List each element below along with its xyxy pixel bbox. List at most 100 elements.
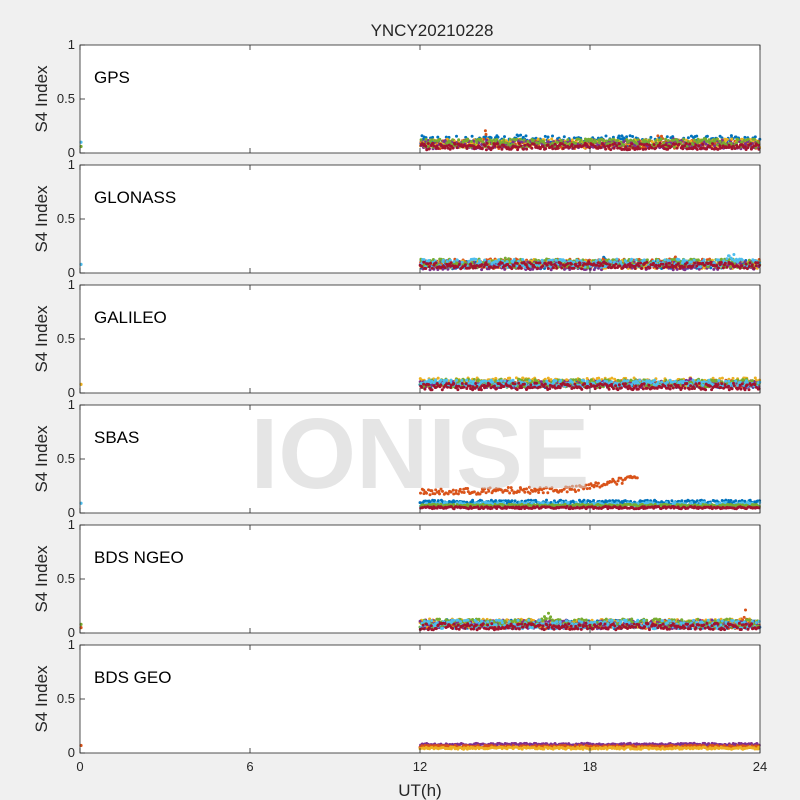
data-point [554, 379, 558, 383]
data-point [480, 147, 484, 151]
data-point [729, 142, 733, 145]
data-point [571, 146, 575, 150]
data-point [533, 265, 537, 269]
data-point [451, 146, 455, 150]
data-point [472, 144, 476, 148]
data-point [451, 138, 455, 142]
data-point [419, 138, 423, 142]
data-point [601, 264, 605, 268]
data-point [471, 380, 475, 384]
data-point [487, 259, 491, 263]
data-point [559, 261, 562, 265]
data-point [560, 266, 564, 270]
data-point [618, 264, 622, 268]
data-point [713, 144, 716, 148]
data-point [561, 147, 565, 150]
data-point [508, 137, 512, 141]
data-point [559, 379, 563, 382]
data-point [441, 258, 445, 262]
data-point [743, 135, 747, 139]
data-point [578, 140, 582, 144]
data-point [426, 262, 430, 266]
data-point [516, 148, 520, 152]
data-point [505, 260, 509, 264]
data-point [541, 264, 545, 268]
data-point [662, 147, 666, 151]
data-point [696, 258, 700, 262]
data-point [661, 262, 665, 266]
data-point [686, 136, 690, 140]
data-point [445, 260, 449, 263]
data-point [636, 262, 640, 265]
data-point [568, 146, 572, 149]
data-point [652, 143, 656, 147]
data-point [514, 145, 518, 149]
data-point [665, 135, 669, 139]
data-point [728, 265, 732, 269]
data-point [508, 143, 512, 147]
data-point [605, 262, 609, 266]
data-point [536, 267, 540, 270]
data-point [559, 139, 563, 142]
data-point [614, 262, 618, 266]
data-point [499, 379, 503, 383]
y-tick-label: 0.5 [57, 91, 75, 106]
data-point [534, 258, 538, 262]
data-point [556, 146, 560, 150]
data-point [691, 264, 695, 268]
data-point [420, 265, 424, 268]
data-point [616, 146, 620, 150]
data-point [560, 142, 564, 146]
data-point [554, 264, 558, 268]
data-point [608, 143, 612, 147]
data-point [492, 142, 496, 146]
data-point [689, 260, 693, 264]
data-point [546, 140, 550, 144]
data-point [550, 258, 554, 262]
data-point [609, 138, 613, 142]
data-point [634, 258, 638, 262]
data-point [522, 147, 525, 151]
data-point [554, 147, 558, 151]
data-point [503, 135, 506, 139]
data-point [675, 138, 679, 142]
data-point [672, 138, 675, 142]
data-point [544, 147, 548, 151]
data-point [551, 147, 555, 151]
data-point [749, 138, 753, 142]
data-point [650, 146, 654, 150]
data-point [613, 142, 617, 146]
data-point [585, 379, 589, 383]
data-point [580, 267, 584, 271]
data-point [551, 134, 554, 138]
data-point [424, 137, 428, 141]
data-point [535, 141, 539, 145]
data-point [436, 147, 440, 150]
data-point [459, 143, 463, 147]
data-point [640, 267, 643, 270]
data-point [474, 257, 478, 261]
data-point [430, 138, 434, 142]
data-point [624, 145, 628, 149]
data-point [672, 145, 676, 149]
data-point [500, 147, 504, 151]
data-point [701, 142, 705, 146]
data-point [422, 260, 426, 264]
data-point [589, 378, 593, 382]
data-point [628, 134, 632, 138]
series-points [79, 129, 762, 152]
data-point [440, 144, 443, 148]
data-point [484, 132, 488, 136]
data-point [480, 268, 484, 272]
data-point [645, 142, 649, 146]
data-point [630, 257, 634, 261]
data-point [610, 376, 614, 380]
data-point [749, 142, 753, 146]
data-point [640, 142, 644, 146]
data-point [729, 134, 733, 138]
data-point [526, 267, 530, 270]
data-point [465, 146, 469, 150]
data-point [526, 140, 530, 143]
data-point [733, 147, 737, 150]
data-point [746, 137, 750, 141]
